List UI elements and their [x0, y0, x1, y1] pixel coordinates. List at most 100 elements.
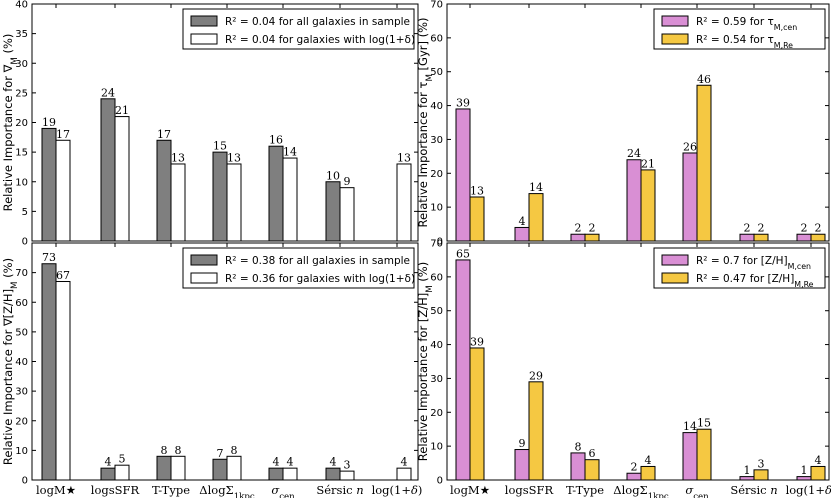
y-tick-label: 15	[15, 148, 28, 159]
y-tick-label: 60	[430, 33, 443, 44]
legend-swatch	[661, 254, 689, 266]
bar-value-label: 17	[157, 128, 171, 141]
x-category-label: log(1+δ)	[786, 483, 831, 497]
bar-2	[282, 467, 298, 481]
legend-label: R² = 0.47 for [Z/H]M,Re	[696, 273, 814, 289]
legend-swatch	[661, 272, 689, 284]
legend-swatch	[190, 33, 218, 45]
bar-2	[226, 455, 242, 481]
bar-value-label: 26	[683, 140, 697, 153]
bar-1	[455, 108, 471, 242]
bar-value-label: 29	[529, 369, 543, 382]
bar-value-label: 4	[815, 454, 822, 467]
bar-2	[753, 469, 769, 481]
y-tick-label: 20	[430, 169, 443, 180]
bar-2	[55, 281, 71, 481]
bar-1	[268, 467, 284, 481]
bar-1	[570, 233, 586, 242]
chart-panel-4: 0 10 20 30 40 50 60 70 65 9 8 2 14 1 1 39 29 6 4 15 3 4 logM★ l…	[416, 239, 831, 498]
bar-2	[114, 116, 130, 242]
bar-2	[528, 193, 544, 242]
bar-value-label: 9	[519, 437, 526, 450]
bar-value-label: 2	[758, 222, 765, 235]
bar-value-label: 2	[744, 222, 751, 235]
bar-value-label: 4	[273, 456, 280, 469]
bar-value-label: 2	[589, 222, 596, 235]
bar-2	[282, 157, 298, 242]
bar-2	[753, 233, 769, 242]
y-tick-label: 20	[430, 408, 443, 419]
x-category-label: σcen	[271, 483, 295, 498]
bar-value-label: 6	[589, 447, 596, 460]
bar-1	[325, 467, 341, 481]
bar-2	[170, 455, 186, 481]
bar-value-label: 4	[645, 454, 652, 467]
bar-1	[325, 181, 341, 242]
y-tick-label: 40	[430, 340, 443, 351]
bar-1	[100, 98, 116, 242]
chart-panel-1: 0 5 10 15 20 25 30 35 40 19 24 17 15 16 10 17 21 13 13 14 9 1…	[1, 0, 419, 248]
y-tick-label: 50	[15, 327, 28, 338]
bar-2	[396, 467, 412, 481]
bar-1	[626, 159, 642, 242]
bar-value-label: 4	[287, 456, 294, 469]
bar-value-label: 14	[683, 420, 697, 433]
legend-label: R² = 0.7 for [Z/H]M,cen	[696, 255, 811, 271]
bar-value-label: 4	[330, 456, 337, 469]
y-tick-label: 10	[430, 203, 443, 214]
bar-value-label: 8	[161, 444, 168, 457]
y-tick-label: 0	[22, 476, 28, 487]
y-axis-label: Relative Importance for [Z/H]M (%)	[416, 262, 435, 461]
x-category-label: ΔlogΣ1kpc	[613, 483, 669, 498]
bar-2	[528, 381, 544, 481]
legend: R² = 0.38 for all galaxies in sample R² =…	[182, 247, 415, 289]
legend-label: R² = 0.59 for τM,cen	[696, 16, 797, 32]
bar-value-label: 73	[42, 251, 56, 264]
y-tick-label: 50	[430, 67, 443, 78]
bar-value-label: 4	[401, 456, 408, 469]
bar-1	[682, 152, 698, 242]
bar-value-label: 24	[101, 86, 115, 99]
y-axis-label: Relative Importance for ∇M (%)	[1, 34, 20, 212]
y-tick-label: 0	[437, 476, 443, 487]
bar-value-label: 1	[744, 464, 751, 477]
x-category-label: logM★	[36, 483, 76, 497]
bar-1	[41, 127, 57, 242]
x-category-label: Sérsic n	[316, 483, 363, 497]
bar-value-label: 46	[697, 73, 711, 86]
bar-value-label: 10	[326, 169, 340, 182]
x-category-label: Sérsic n	[730, 483, 777, 497]
y-tick-label: 60	[430, 272, 443, 283]
bar-2	[584, 233, 600, 242]
bar-1	[212, 458, 228, 481]
legend-frame	[182, 247, 415, 289]
bar-2	[810, 233, 826, 242]
bar-1	[268, 145, 284, 242]
bar-1	[682, 432, 698, 481]
bar-value-label: 8	[575, 440, 582, 453]
x-category-label: logsSFR	[505, 483, 554, 497]
legend: R² = 0.04 for all galaxies in sample R² =…	[182, 8, 415, 50]
x-category-label: logM★	[450, 483, 490, 497]
bar-value-label: 7	[217, 447, 224, 460]
bar-2	[339, 470, 355, 481]
bar-1	[212, 151, 228, 242]
bar-2	[640, 465, 656, 481]
y-tick-label: 30	[430, 374, 443, 385]
y-tick-label: 70	[15, 268, 28, 279]
y-tick-label: 30	[15, 59, 28, 70]
legend-swatch	[190, 254, 218, 266]
y-tick-label: 10	[430, 442, 443, 453]
x-category-label: ΔlogΣ1kpc	[199, 483, 255, 498]
x-category-label: logsSFR	[91, 483, 140, 497]
y-tick-label: 40	[15, 0, 28, 11]
bar-value-label: 4	[519, 215, 526, 228]
bar-2	[339, 187, 355, 242]
bar-value-label: 39	[456, 96, 470, 109]
x-category-label: log(1+δ)	[372, 483, 423, 497]
x-category-label: σcen	[685, 483, 709, 498]
y-tick-label: 10	[15, 177, 28, 188]
bar-1	[626, 472, 642, 481]
